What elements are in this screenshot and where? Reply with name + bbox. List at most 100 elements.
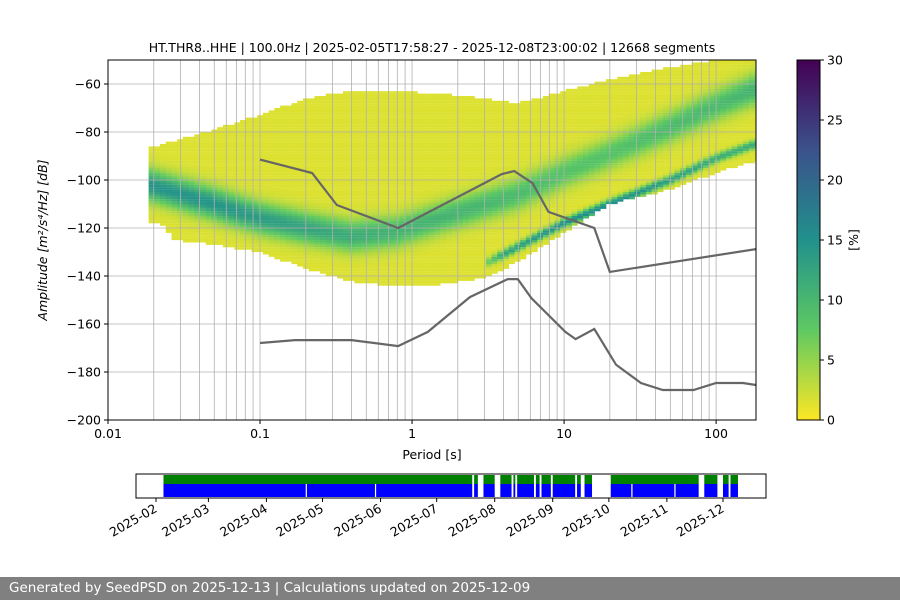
psd-cell [565, 196, 572, 200]
psd-cell [565, 216, 572, 219]
psd-cell [205, 240, 212, 243]
psd-cell [440, 129, 447, 133]
psd-cell [320, 192, 327, 195]
psd-cell [240, 184, 247, 188]
psd-cell [383, 216, 390, 219]
psd-cell [200, 153, 207, 157]
psd-cell [354, 165, 361, 169]
psd-cell [354, 271, 361, 274]
psd-cell [234, 237, 241, 241]
psd-cell [205, 232, 212, 236]
psd-cell [445, 208, 452, 212]
psd-cell [457, 192, 464, 195]
psd-cell [508, 112, 515, 116]
psd-cell [274, 230, 281, 233]
psd-cell [291, 124, 298, 128]
psd-cell [548, 136, 555, 140]
psd-cell [160, 170, 167, 173]
psd-cell [251, 170, 258, 173]
psd-cell [314, 249, 321, 253]
psd-cell [565, 213, 572, 217]
psd-cell [337, 134, 344, 137]
psd-cell [285, 139, 292, 142]
psd-cell [148, 204, 155, 207]
psd-cell [468, 168, 475, 171]
psd-cell [308, 204, 315, 207]
psd-cell [262, 244, 269, 248]
psd-cell [451, 208, 458, 212]
psd-cell [577, 86, 584, 89]
psd-cell [217, 204, 224, 207]
psd-cell [388, 240, 395, 243]
psd-cell [337, 216, 344, 219]
psd-cell [405, 264, 412, 267]
psd-cell [560, 110, 567, 113]
psd-cell [520, 252, 527, 255]
psd-cell [194, 199, 201, 202]
psd-cell [508, 163, 515, 166]
psd-cell [297, 160, 304, 164]
psd-cell [240, 168, 247, 171]
psd-cell [182, 182, 189, 185]
psd-cell [565, 211, 572, 214]
psd-cell [434, 208, 441, 212]
psd-cell [171, 213, 178, 217]
psd-cell [497, 242, 504, 245]
psd-cell [411, 163, 418, 166]
psd-cell [325, 158, 332, 161]
psd-cell [308, 158, 315, 161]
psd-cell [285, 177, 292, 181]
psd-cell [297, 225, 304, 229]
psd-cell [245, 146, 252, 149]
psd-cell [388, 158, 395, 161]
psd-cell [194, 223, 201, 226]
psd-cell [474, 230, 481, 233]
psd-cell [434, 216, 441, 219]
psd-cell [445, 276, 452, 279]
psd-cell [388, 261, 395, 265]
psd-cell [583, 132, 590, 135]
psd-cell [423, 160, 430, 164]
psd-cell [360, 175, 367, 178]
psd-cell [228, 132, 235, 135]
psd-cell [337, 242, 344, 245]
psd-cell [388, 156, 395, 159]
psd-cell [337, 211, 344, 214]
psd-cell [543, 201, 550, 205]
psd-cell [383, 228, 390, 231]
psd-cell [560, 108, 567, 111]
psd-cell [480, 244, 487, 248]
psd-cell [417, 235, 424, 238]
psd-cell [554, 115, 561, 118]
psd-cell [468, 100, 475, 104]
psd-cell [434, 273, 441, 277]
psd-cell [354, 244, 361, 248]
psd-cell [240, 175, 247, 178]
psd-cell [371, 156, 378, 159]
psd-cell [280, 134, 287, 137]
psd-cell [268, 158, 275, 161]
psd-cell [474, 194, 481, 197]
psd-cell [291, 105, 298, 109]
psd-cell [383, 206, 390, 209]
psd-cell [503, 199, 510, 202]
psd-cell [503, 177, 510, 181]
psd-cell [297, 242, 304, 245]
psd-cell [491, 110, 498, 113]
psd-cell [148, 216, 155, 219]
psd-cell [468, 134, 475, 137]
psd-cell [371, 230, 378, 233]
psd-cell [234, 220, 241, 224]
psd-cell [423, 148, 430, 152]
psd-cell [285, 232, 292, 236]
psd-cell [331, 211, 338, 214]
psd-cell [497, 177, 504, 181]
psd-cell [508, 254, 515, 257]
psd-cell [343, 225, 350, 229]
psd-cell [320, 148, 327, 152]
psd-cell [314, 232, 321, 236]
psd-cell [148, 175, 155, 178]
psd-cell [297, 136, 304, 140]
psd-cell [194, 208, 201, 212]
psd-cell [428, 192, 435, 195]
